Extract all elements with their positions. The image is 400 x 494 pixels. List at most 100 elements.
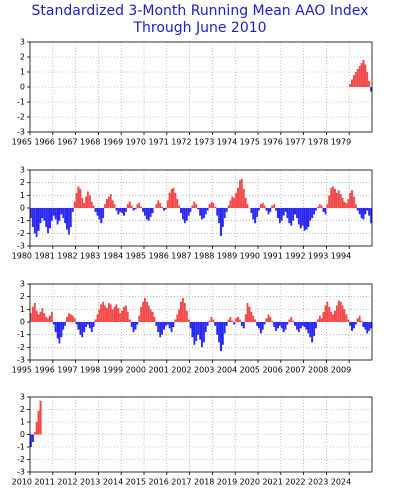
bar [349,84,352,87]
bar [202,322,205,343]
x-tick-label: 1993 [308,252,328,261]
bar [246,303,249,322]
bar [315,208,317,211]
bar [364,322,367,330]
bar [248,306,251,322]
y-tick-label: -1 [17,443,25,452]
x-tick-label: 1991 [262,252,282,261]
x-tick-label: 2000 [126,366,146,375]
chart-title: Standardized 3-Month Running Mean AAO In… [32,3,369,19]
bar [199,322,201,340]
bar [130,205,133,208]
bar [119,313,122,322]
bar [252,315,255,322]
bar [259,204,262,208]
x-tick-label: 1969 [103,138,123,147]
bar [231,320,234,322]
bar [71,315,74,322]
x-tick-label: 2008 [308,366,328,375]
x-tick-label: 1996 [34,366,54,375]
bar [31,434,34,442]
y-tick-label: -2 [17,113,25,122]
bar [119,208,122,212]
bar [320,318,323,322]
bar [288,319,291,322]
bar [296,322,298,330]
bar [170,322,173,333]
bar [68,313,70,322]
bar [182,208,184,220]
bar [41,208,44,219]
bar [73,318,76,322]
bar [172,322,175,328]
x-tick-label: 1999 [103,366,123,375]
bar [31,208,34,227]
bar [128,201,131,208]
x-tick-label: 2005 [240,366,260,375]
bar [102,208,105,219]
bar [183,303,186,322]
bar [318,315,321,322]
bar [155,204,158,208]
bar [199,208,201,216]
x-tick-label: 2023 [308,478,328,487]
bar [87,322,89,325]
bar [69,314,72,322]
bar [233,197,236,208]
x-tick-label: 2020 [240,478,260,487]
bar [54,322,57,333]
bar [58,322,61,344]
bar [212,202,215,208]
x-tick-label: 2004 [217,366,237,375]
bar [33,432,36,435]
x-tick-label: 1970 [126,138,146,147]
x-tick-label: 1971 [148,138,168,147]
bar [354,322,357,325]
bar [278,208,281,224]
bar [337,190,340,208]
bar [322,208,325,212]
bar [235,318,238,322]
bar [35,422,38,435]
bar [161,322,163,335]
bar [37,208,40,231]
bar [353,196,355,208]
bar [286,208,289,219]
bar [202,208,205,219]
x-tick-label: 2024 [331,478,351,487]
y-tick-label: 0 [20,83,25,92]
x-tick-label: 1986 [148,252,168,261]
x-tick-label: 1981 [34,252,54,261]
bar [90,201,93,208]
bar [39,311,42,322]
bar [368,322,371,331]
bar [58,208,61,221]
bar [45,316,48,322]
bar [227,205,230,208]
bar [263,205,266,208]
bar [256,208,258,217]
bar [35,208,38,238]
bar [225,208,228,212]
bar [115,304,118,322]
bar [159,202,162,208]
bar [370,208,373,224]
bar [176,314,179,322]
bar [121,208,124,214]
y-tick-label: 2 [20,405,25,414]
bar [284,322,287,330]
bar [326,301,329,322]
bar [349,192,352,208]
bar [178,205,181,208]
bar [267,208,270,215]
bar [142,208,144,212]
bar [111,309,114,322]
bar [30,313,32,322]
bar [280,322,283,329]
plot-frame [29,283,373,361]
bar [271,320,274,322]
bar [206,208,209,211]
bar [307,322,310,334]
y-tick-label: 3 [20,280,25,289]
plot-frame [29,41,373,133]
